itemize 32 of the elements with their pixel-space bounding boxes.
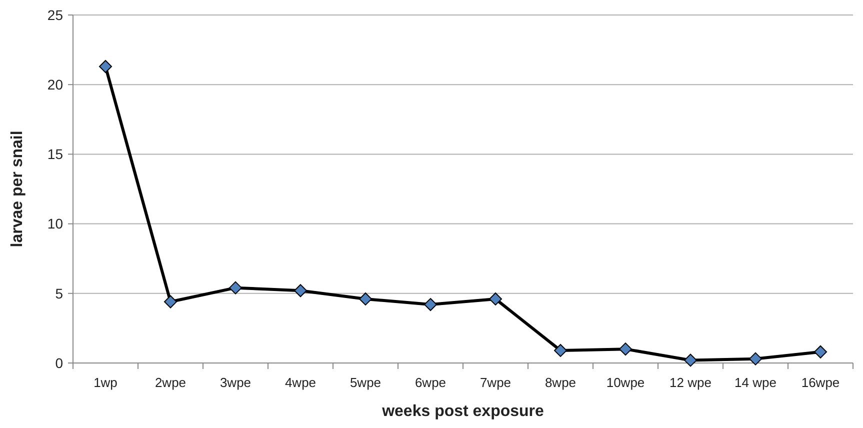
y-tick-label: 0	[55, 354, 64, 371]
point	[294, 284, 307, 298]
x-tick-label: 16wpe	[801, 375, 840, 390]
point	[424, 298, 437, 312]
point	[229, 281, 242, 294]
point	[359, 292, 372, 306]
point	[684, 354, 697, 367]
y-tick-label: 25	[47, 6, 64, 23]
y-tick-label: 20	[47, 76, 64, 92]
x-tick-label: 5wpe	[350, 375, 382, 390]
x-tick-label: 1wp	[94, 375, 118, 390]
x-tick-label: 14 wpe	[734, 375, 776, 390]
point	[489, 292, 502, 306]
x-axis-title: weeks post exposure	[381, 403, 544, 420]
point	[749, 352, 762, 366]
point	[554, 344, 567, 357]
x-tick-label: 3wpe	[220, 375, 252, 390]
x-tick-label: 12 wpe	[670, 375, 712, 390]
x-tick-label: 4wpe	[284, 375, 316, 390]
x-tick-label: 7wpe	[480, 375, 512, 390]
y-tick-label: 5	[55, 285, 64, 302]
x-tick-label: 2wpe	[154, 375, 186, 390]
point	[619, 342, 632, 356]
point	[99, 60, 112, 74]
x-tick-label: 8wpe	[544, 375, 576, 390]
x-tick-label: 6wpe	[414, 375, 446, 390]
x-tick-label: 10wpe	[606, 375, 645, 390]
y-axis-title: larvae per snail	[9, 130, 26, 248]
y-tick-label: 10	[47, 216, 64, 232]
point	[164, 295, 177, 308]
y-tick-label: 15	[47, 146, 64, 162]
point	[814, 345, 827, 358]
